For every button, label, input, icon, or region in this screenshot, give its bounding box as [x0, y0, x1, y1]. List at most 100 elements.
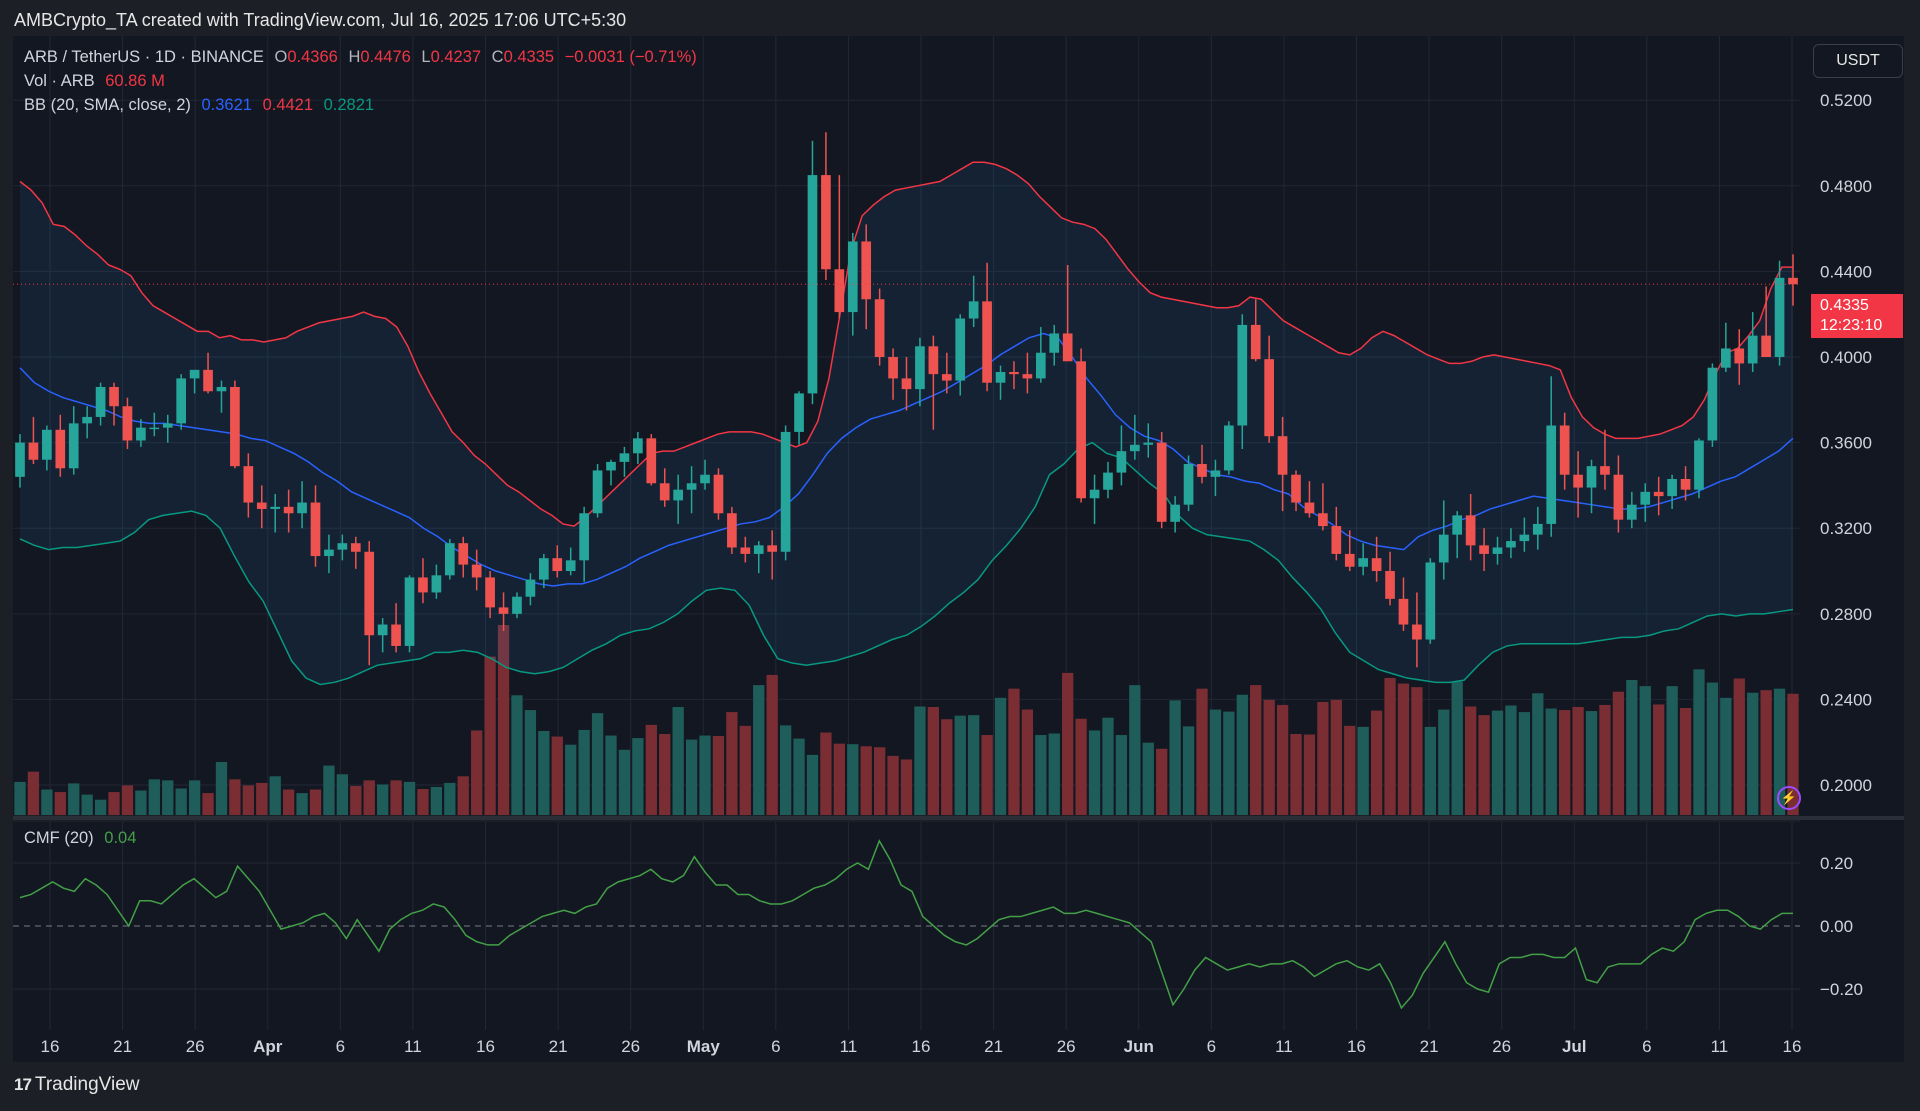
candle — [928, 335, 939, 430]
price-tick-label: 0.3200 — [1820, 519, 1872, 538]
candle — [283, 489, 294, 533]
volume-bar — [336, 774, 349, 815]
volume-value: 60.86 M — [105, 72, 165, 90]
candle — [82, 406, 92, 439]
candle-body — [55, 429, 66, 469]
volume-bar — [377, 784, 389, 815]
volume-bar — [1478, 715, 1490, 815]
volume-bar — [148, 779, 160, 815]
candle-body — [619, 453, 630, 462]
candle — [1089, 474, 1100, 524]
volume-bars — [14, 625, 1799, 815]
grid — [13, 36, 1800, 1030]
candle-body — [1747, 335, 1758, 364]
candle — [1009, 361, 1019, 390]
volume-bar — [175, 788, 187, 815]
currency-button[interactable]: USDT — [1813, 44, 1903, 78]
candle-body — [1035, 352, 1046, 379]
candle — [1573, 451, 1583, 518]
candle-body — [1626, 504, 1637, 520]
volume-bar — [511, 695, 523, 815]
volume-bar — [1706, 682, 1719, 815]
candle-body — [1559, 425, 1570, 475]
volume-bar — [215, 762, 228, 815]
candle — [498, 592, 509, 631]
last-price-tag: 0.4335 12:23:10 — [1811, 294, 1903, 338]
volume-bar — [54, 792, 66, 815]
candle — [297, 481, 307, 529]
candle — [633, 431, 643, 465]
candle-body — [1385, 571, 1395, 599]
candle-body — [485, 577, 495, 608]
candle — [1425, 558, 1436, 644]
candle-body — [1774, 277, 1785, 358]
candle — [1640, 483, 1651, 522]
volume-bar — [1209, 709, 1222, 815]
candle-body — [1667, 479, 1677, 497]
volume-bar — [994, 697, 1007, 815]
volume-bar — [1653, 704, 1665, 815]
candle — [1237, 314, 1248, 450]
cmf-tick-label: 0.00 — [1820, 917, 1853, 936]
volume-bar — [1330, 699, 1342, 815]
lightning-icon[interactable]: ⚡ — [1777, 786, 1801, 810]
volume-bar — [591, 713, 604, 815]
candle — [176, 374, 187, 430]
volume-bar — [1518, 712, 1531, 815]
candle-body — [1331, 526, 1342, 554]
price-tick-label: 0.2000 — [1820, 776, 1872, 795]
candle — [337, 534, 348, 561]
candle — [861, 224, 872, 330]
candle-body — [404, 577, 415, 646]
candle — [1076, 348, 1086, 503]
volume-bar — [1317, 701, 1329, 815]
volume-bar — [1545, 708, 1557, 815]
candle-body — [659, 483, 670, 501]
candle-body — [431, 575, 442, 593]
candle — [821, 132, 831, 280]
volume-bar — [779, 725, 792, 815]
time-tick-label: 21 — [549, 1037, 568, 1056]
candle-body — [95, 386, 106, 417]
volume-bar — [135, 790, 147, 815]
candle-body — [1049, 333, 1060, 353]
time-tick-label: 16 — [476, 1037, 495, 1056]
candle — [350, 536, 361, 569]
candle-body — [297, 502, 307, 514]
candle-body — [1613, 474, 1624, 520]
cmf-legend: CMF (20) 0.04 — [24, 829, 142, 848]
volume-bar — [968, 715, 980, 815]
candle — [673, 474, 683, 524]
volume-bar — [1451, 681, 1463, 815]
volume-bar — [847, 744, 859, 815]
volume-bar — [471, 730, 483, 815]
candle — [149, 412, 160, 437]
time-tick-label: Apr — [253, 1037, 283, 1056]
volume-bar — [1102, 717, 1114, 815]
volume-bar — [81, 794, 93, 815]
volume-bar — [645, 724, 657, 815]
candle — [525, 573, 536, 606]
volume-bar — [1196, 688, 1208, 815]
candle-body — [1009, 371, 1019, 375]
candle-body — [821, 175, 831, 270]
candle-body — [1425, 562, 1436, 640]
volume-bar — [497, 625, 510, 815]
candle-body — [995, 371, 1006, 383]
candle-body — [1465, 515, 1476, 546]
candle-body — [270, 506, 281, 509]
volume-bar — [14, 781, 26, 815]
candle — [995, 365, 1006, 400]
candle-body — [1143, 442, 1154, 445]
candle — [646, 434, 657, 486]
volume-bar — [1075, 718, 1087, 815]
volume-bar — [1156, 748, 1168, 815]
candle — [42, 425, 52, 471]
candle-body — [1761, 335, 1771, 358]
candle-body — [1250, 324, 1261, 360]
volume-bar — [1720, 697, 1732, 815]
candle — [310, 485, 321, 567]
candle — [1586, 459, 1597, 514]
candle-body — [310, 502, 321, 557]
